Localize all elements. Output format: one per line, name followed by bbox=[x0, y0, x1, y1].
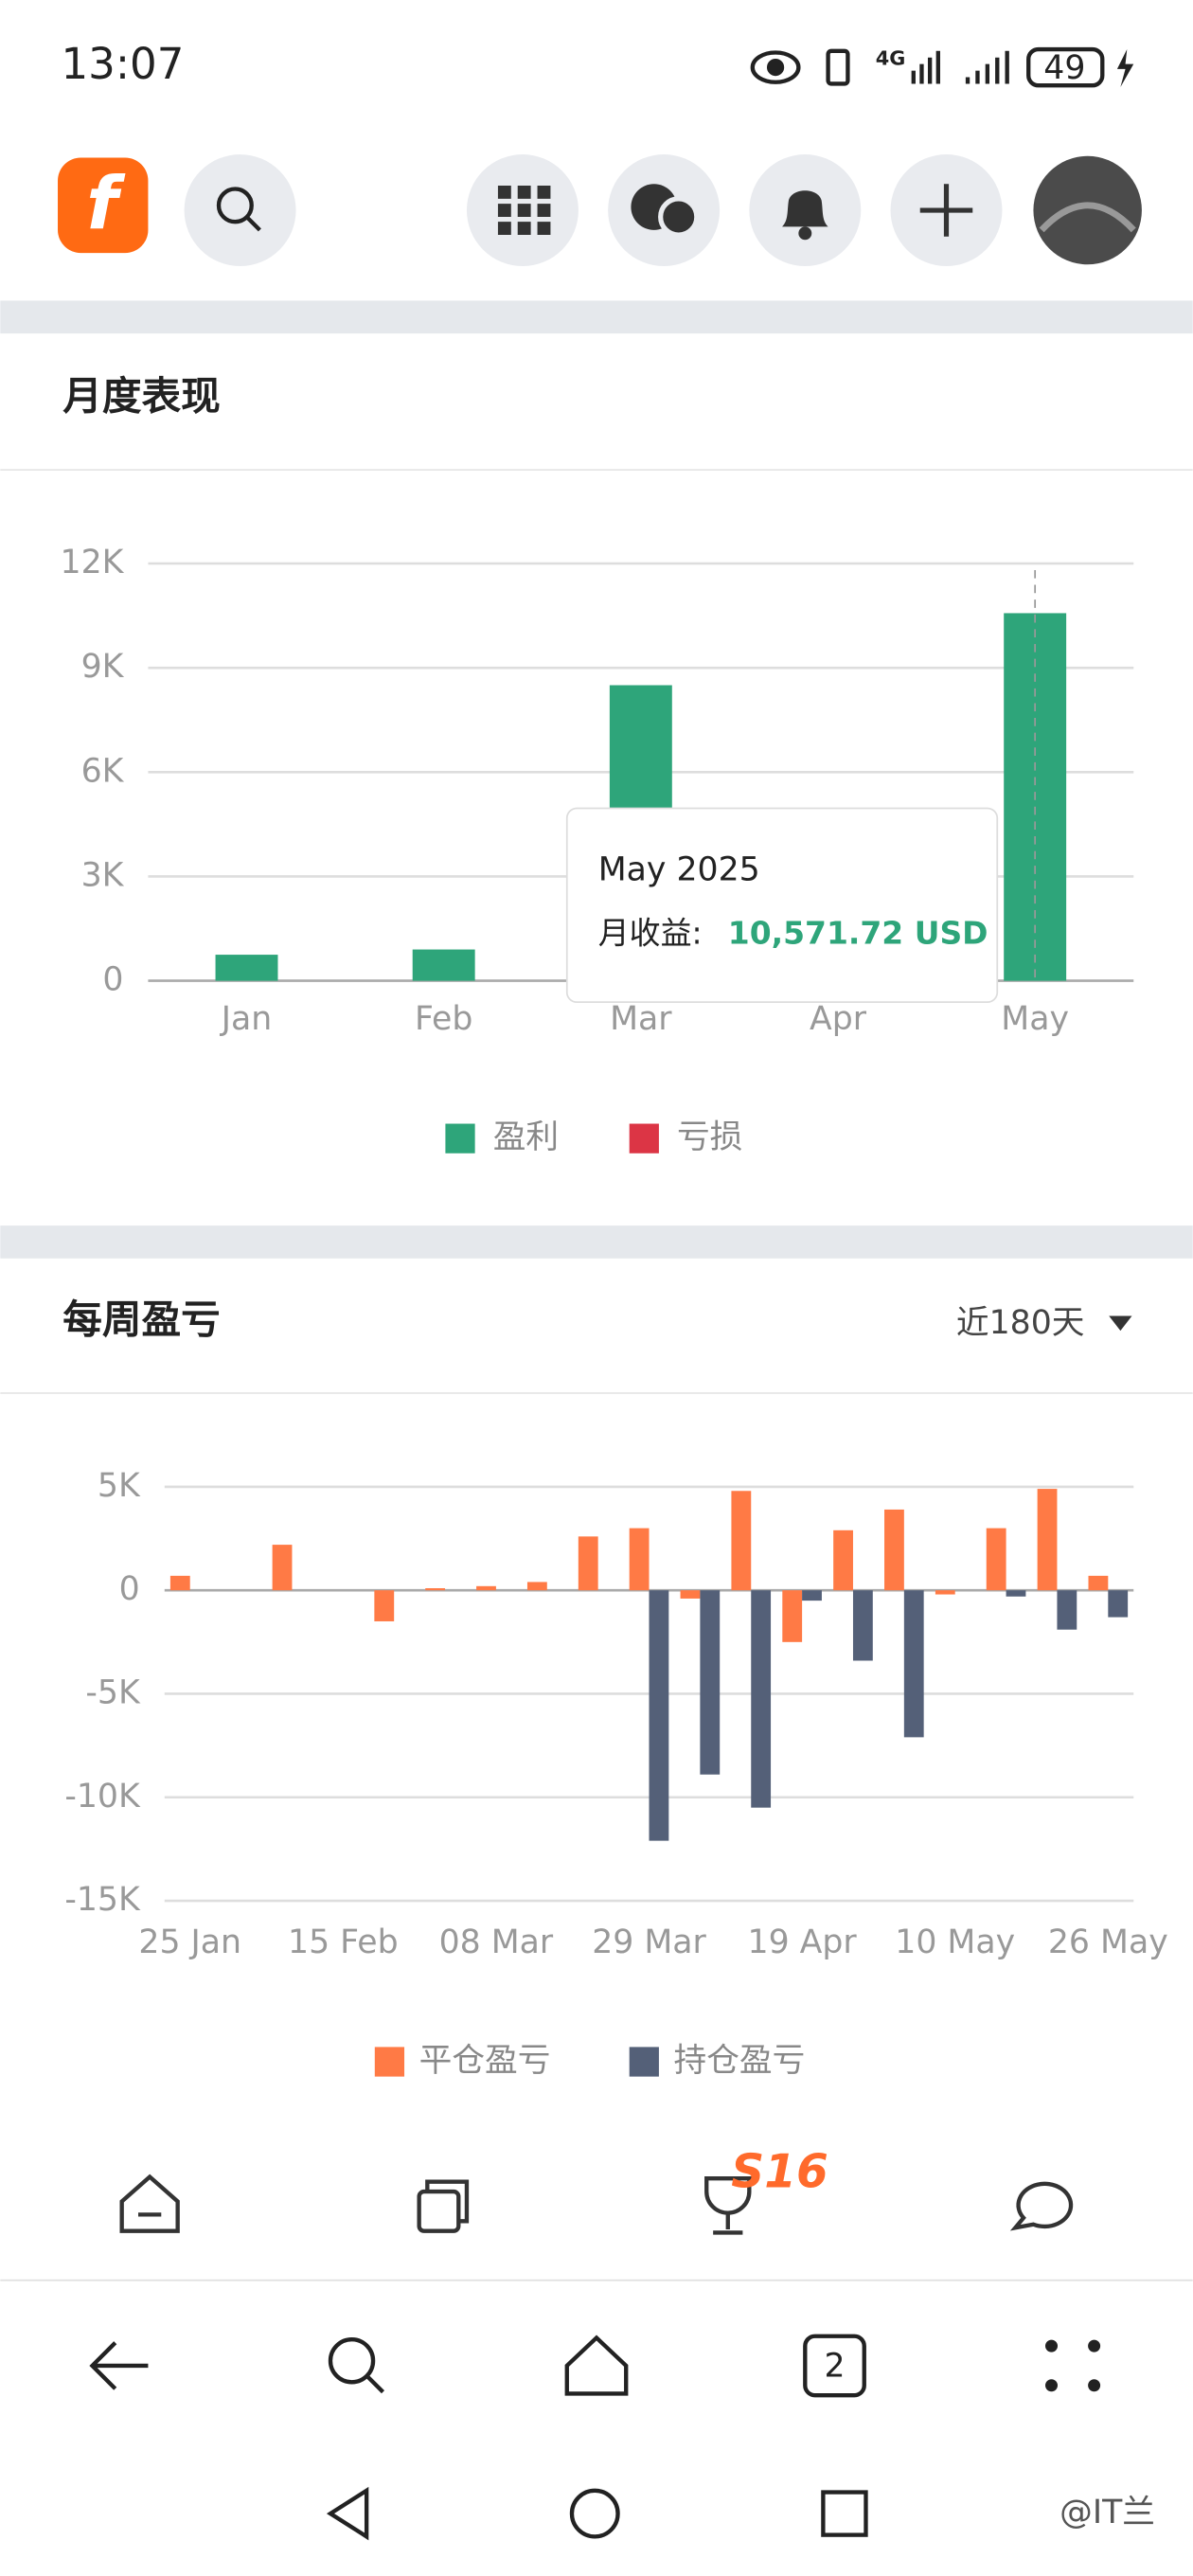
y-tick-label: 6K bbox=[81, 752, 125, 790]
legend-label: 持仓盈亏 bbox=[674, 2042, 806, 2080]
bar bbox=[986, 1528, 1006, 1591]
bar bbox=[782, 1590, 803, 1642]
header-buttons[interactable] bbox=[184, 154, 1142, 267]
tooltip-label: 月收益: bbox=[598, 915, 703, 952]
bar bbox=[629, 1528, 650, 1591]
bar bbox=[476, 1585, 496, 1591]
network: 4G bbox=[876, 46, 906, 69]
bar bbox=[169, 1575, 190, 1591]
tab-count: 2 bbox=[824, 2348, 845, 2386]
range-dropdown[interactable]: 近180天 bbox=[956, 1304, 1085, 1342]
bar bbox=[215, 955, 278, 981]
bar bbox=[731, 1491, 752, 1591]
x-tick-label: 10 May bbox=[895, 1923, 1015, 1961]
y-tick-label: -10K bbox=[64, 1778, 141, 1816]
y-tick-label: 5K bbox=[98, 1467, 141, 1505]
section-title: 月度表现 bbox=[62, 373, 221, 420]
y-tick-label: -15K bbox=[64, 1881, 141, 1919]
bar bbox=[1037, 1489, 1058, 1591]
bar bbox=[884, 1509, 904, 1591]
bar bbox=[649, 1590, 669, 1841]
tooltip-value: 10,571.72 USD bbox=[728, 915, 988, 952]
battery: 49 bbox=[1043, 49, 1085, 87]
x-tick-label: 19 Apr bbox=[748, 1923, 858, 1961]
bar bbox=[1088, 1575, 1109, 1591]
y-tick-label: -5K bbox=[85, 1673, 141, 1711]
bar bbox=[833, 1530, 853, 1591]
x-tick-label: Mar bbox=[610, 1000, 672, 1038]
legend-label: 盈利 bbox=[493, 1118, 559, 1156]
nav-badge: S16 bbox=[731, 2146, 828, 2199]
time: 13:07 bbox=[61, 39, 184, 89]
watermark: @IT兰 bbox=[1059, 2494, 1155, 2531]
x-tick-label: 25 Jan bbox=[138, 1923, 241, 1961]
browser-bar[interactable] bbox=[89, 2334, 1101, 2398]
logo[interactable] bbox=[58, 157, 149, 254]
bottom-nav[interactable] bbox=[119, 2174, 1074, 2235]
y-tick-label: 12K bbox=[61, 544, 125, 581]
x-tick-label: 29 Mar bbox=[592, 1923, 706, 1961]
bar bbox=[578, 1536, 598, 1591]
bar bbox=[700, 1590, 721, 1775]
y-tick-label: 3K bbox=[81, 856, 125, 894]
legend-swatch bbox=[445, 1123, 475, 1154]
bar bbox=[1006, 1590, 1026, 1597]
divider bbox=[0, 300, 1193, 334]
y-tick-label: 0 bbox=[102, 961, 123, 999]
legend-swatch bbox=[629, 2047, 659, 2077]
bar bbox=[802, 1590, 822, 1601]
y-tick-label: 0 bbox=[119, 1570, 140, 1608]
legend-label: 平仓盈亏 bbox=[419, 2042, 551, 2080]
bar bbox=[526, 1582, 547, 1591]
bar bbox=[935, 1590, 955, 1595]
bar bbox=[751, 1590, 772, 1808]
section-title: 每周盈亏 bbox=[62, 1296, 221, 1342]
legend-swatch bbox=[629, 1123, 659, 1154]
bar bbox=[680, 1590, 701, 1599]
x-tick-label: 26 May bbox=[1048, 1923, 1168, 1961]
divider bbox=[0, 1225, 1193, 1259]
tooltip-title: May 2025 bbox=[598, 850, 760, 888]
bar bbox=[272, 1545, 293, 1591]
monthly-chart: 0 3K 6K 9K 12K Jan Feb Mar Apr May 盈利 亏损 May 2025 月收益… bbox=[61, 544, 1134, 1156]
x-tick-label: May bbox=[1001, 1000, 1069, 1038]
bar bbox=[1108, 1590, 1129, 1618]
bar bbox=[374, 1590, 395, 1621]
bar bbox=[425, 1587, 446, 1591]
weekly-chart: 5K 0 -5K -10K -15K 25 Jan 15 Feb 08 Mar 29 Mar 19… bbox=[64, 1467, 1167, 2080]
x-tick-label: Apr bbox=[810, 1000, 867, 1038]
bar bbox=[412, 949, 475, 981]
x-tick-label: Feb bbox=[415, 1000, 472, 1038]
status-icons bbox=[750, 46, 1134, 88]
y-tick-label: 9K bbox=[81, 648, 125, 686]
legend-swatch bbox=[374, 2047, 405, 2077]
bar bbox=[852, 1590, 873, 1661]
tooltip bbox=[565, 807, 999, 1004]
x-tick-label: 08 Mar bbox=[439, 1923, 554, 1961]
bar bbox=[903, 1590, 924, 1738]
dropdown-arrow[interactable] bbox=[1109, 1315, 1132, 1332]
system-nav[interactable] bbox=[326, 2486, 868, 2541]
x-tick-label: 15 Feb bbox=[288, 1923, 399, 1961]
bar bbox=[1057, 1590, 1077, 1630]
legend-label: 亏损 bbox=[677, 1118, 742, 1156]
x-tick-label: Jan bbox=[220, 1000, 272, 1038]
